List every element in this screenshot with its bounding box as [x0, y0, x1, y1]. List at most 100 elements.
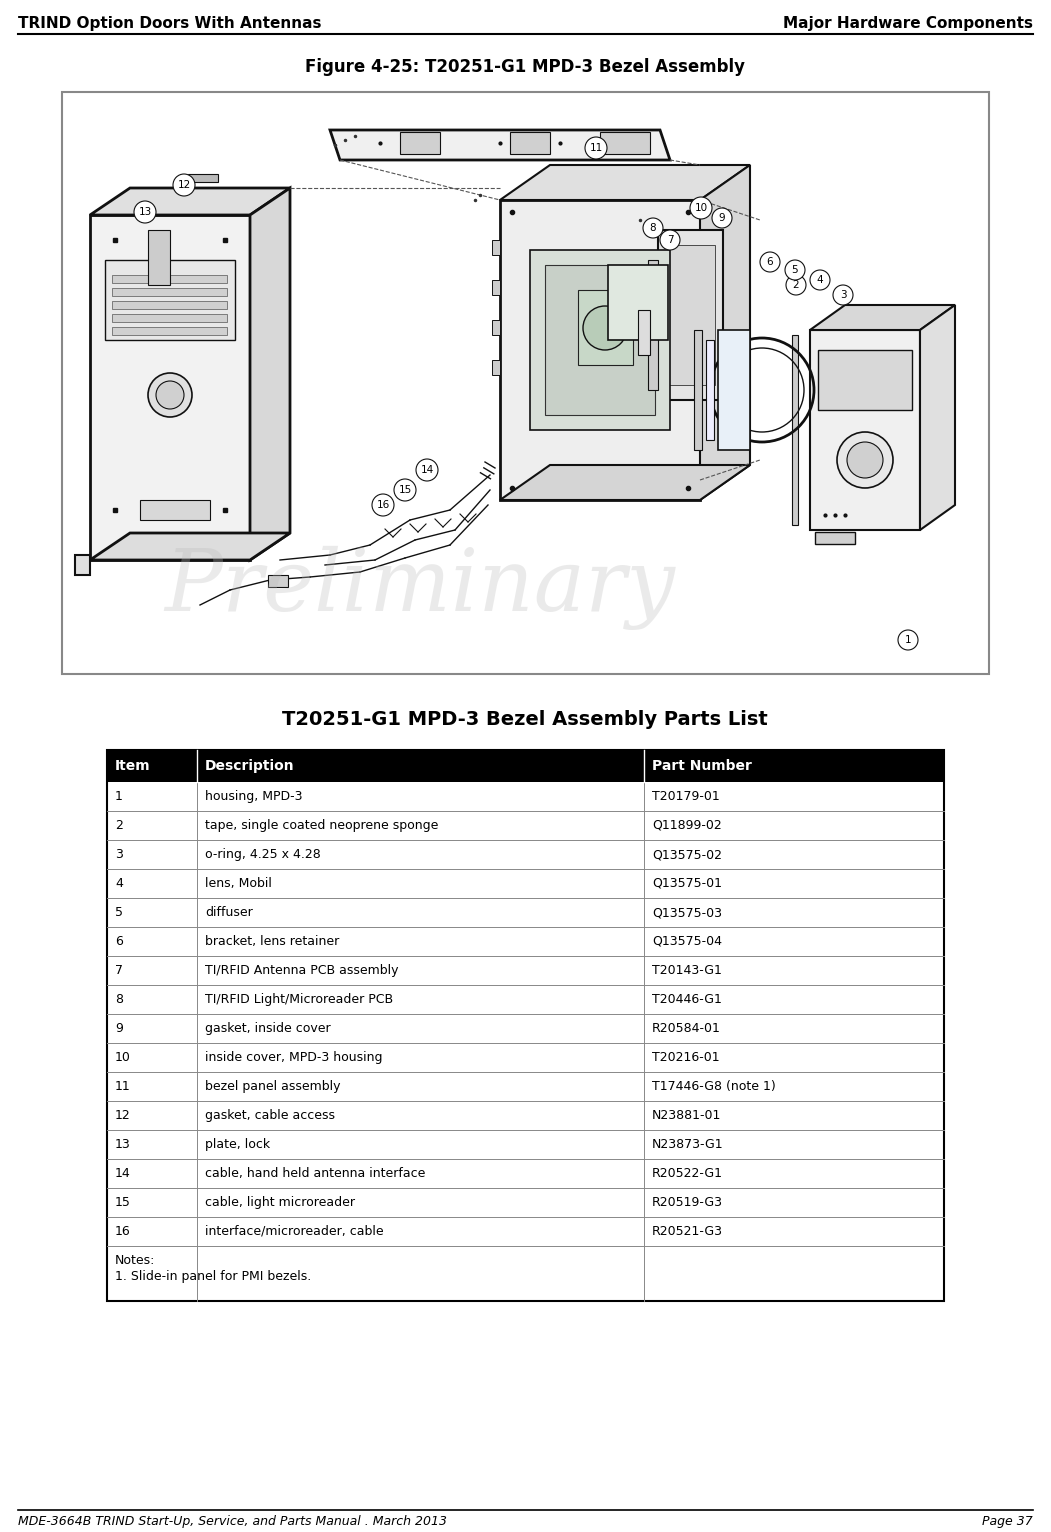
Bar — [810, 329, 920, 530]
Polygon shape — [75, 555, 90, 574]
Text: 3: 3 — [115, 849, 123, 861]
Text: R20519-G3: R20519-G3 — [652, 1196, 723, 1209]
Text: 1: 1 — [905, 634, 911, 645]
Bar — [62, 92, 989, 674]
Text: housing, MPD-3: housing, MPD-3 — [205, 791, 303, 803]
Text: R20522-G1: R20522-G1 — [652, 1167, 723, 1180]
Text: 16: 16 — [376, 499, 390, 510]
Text: 16: 16 — [115, 1226, 130, 1238]
Circle shape — [760, 251, 780, 273]
Bar — [607, 265, 668, 340]
Text: 2: 2 — [792, 280, 800, 290]
Text: 13: 13 — [115, 1138, 130, 1151]
Text: 6: 6 — [766, 257, 774, 267]
Bar — [492, 360, 500, 375]
Text: T20216-01: T20216-01 — [652, 1051, 720, 1065]
Text: Preliminary: Preliminary — [165, 545, 676, 630]
Circle shape — [173, 175, 195, 196]
Text: 1. Slide-in panel for PMI bezels.: 1. Slide-in panel for PMI bezels. — [115, 1270, 311, 1282]
Text: T20143-G1: T20143-G1 — [652, 964, 722, 977]
Bar — [666, 245, 715, 385]
Text: inside cover, MPD-3 housing: inside cover, MPD-3 housing — [205, 1051, 383, 1065]
Bar — [545, 265, 655, 415]
Bar — [600, 132, 650, 155]
Text: 6: 6 — [115, 935, 123, 948]
Bar — [566, 270, 645, 391]
Text: R20521-G3: R20521-G3 — [652, 1226, 723, 1238]
Text: Major Hardware Components: Major Hardware Components — [783, 15, 1033, 31]
Bar — [558, 254, 653, 404]
Circle shape — [786, 276, 806, 296]
Bar — [112, 314, 227, 322]
Text: Item: Item — [115, 758, 150, 774]
Text: 14: 14 — [420, 466, 434, 475]
Text: 12: 12 — [178, 179, 190, 190]
Text: 12: 12 — [115, 1109, 130, 1121]
Text: TI/RFID Antenna PCB assembly: TI/RFID Antenna PCB assembly — [205, 964, 398, 977]
Bar — [112, 276, 227, 283]
Text: 1: 1 — [115, 791, 123, 803]
Circle shape — [837, 432, 893, 489]
Text: 15: 15 — [115, 1196, 131, 1209]
Text: tape, single coated neoprene sponge: tape, single coated neoprene sponge — [205, 820, 438, 832]
Circle shape — [785, 260, 805, 280]
Circle shape — [585, 136, 607, 159]
Text: R20584-01: R20584-01 — [652, 1022, 721, 1036]
Text: 9: 9 — [115, 1022, 123, 1036]
Bar — [792, 336, 798, 525]
Text: 9: 9 — [719, 213, 725, 224]
Text: gasket, inside cover: gasket, inside cover — [205, 1022, 331, 1036]
Circle shape — [660, 230, 680, 250]
Text: cable, hand held antenna interface: cable, hand held antenna interface — [205, 1167, 426, 1180]
Circle shape — [148, 372, 192, 417]
Circle shape — [810, 270, 830, 290]
Bar — [694, 329, 702, 450]
Bar — [268, 574, 288, 587]
Circle shape — [691, 198, 712, 219]
Circle shape — [133, 201, 156, 224]
Bar — [140, 499, 210, 519]
Text: N23873-G1: N23873-G1 — [652, 1138, 724, 1151]
Text: bracket, lens retainer: bracket, lens retainer — [205, 935, 339, 948]
Circle shape — [643, 218, 663, 237]
Circle shape — [898, 630, 918, 650]
Polygon shape — [500, 466, 750, 499]
Bar — [818, 349, 912, 411]
Text: 4: 4 — [817, 276, 823, 285]
Text: 10: 10 — [115, 1051, 131, 1065]
Bar — [648, 260, 658, 391]
Text: 7: 7 — [115, 964, 123, 977]
Bar — [400, 132, 440, 155]
Bar — [815, 532, 856, 544]
Text: diffuser: diffuser — [205, 905, 252, 919]
Text: 8: 8 — [650, 224, 656, 233]
Text: Notes:: Notes: — [115, 1255, 156, 1267]
Text: Part Number: Part Number — [652, 758, 751, 774]
Bar — [148, 230, 170, 285]
Text: T20446-G1: T20446-G1 — [652, 993, 722, 1007]
Circle shape — [712, 208, 731, 228]
Text: 10: 10 — [695, 204, 707, 213]
Text: bezel panel assembly: bezel panel assembly — [205, 1080, 341, 1092]
Text: Page 37: Page 37 — [983, 1515, 1033, 1527]
Bar — [706, 340, 714, 440]
Bar — [112, 326, 227, 336]
Text: T20251-G1 MPD-3 Bezel Assembly Parts List: T20251-G1 MPD-3 Bezel Assembly Parts Lis… — [282, 709, 768, 729]
Polygon shape — [500, 201, 700, 499]
Text: T17446-G8 (note 1): T17446-G8 (note 1) — [652, 1080, 776, 1092]
Polygon shape — [90, 188, 290, 214]
Polygon shape — [250, 188, 290, 561]
Text: N23881-01: N23881-01 — [652, 1109, 721, 1121]
Bar — [530, 250, 669, 430]
Text: Figure 4-25: T20251-G1 MPD-3 Bezel Assembly: Figure 4-25: T20251-G1 MPD-3 Bezel Assem… — [305, 58, 745, 77]
Circle shape — [156, 381, 184, 409]
Bar — [107, 751, 944, 1301]
Bar — [492, 241, 500, 254]
Text: 11: 11 — [115, 1080, 130, 1092]
Text: Q11899-02: Q11899-02 — [652, 820, 722, 832]
Text: 15: 15 — [398, 486, 412, 495]
Text: 2: 2 — [115, 820, 123, 832]
Text: cable, light microreader: cable, light microreader — [205, 1196, 355, 1209]
Circle shape — [372, 493, 394, 516]
Bar — [105, 260, 235, 340]
